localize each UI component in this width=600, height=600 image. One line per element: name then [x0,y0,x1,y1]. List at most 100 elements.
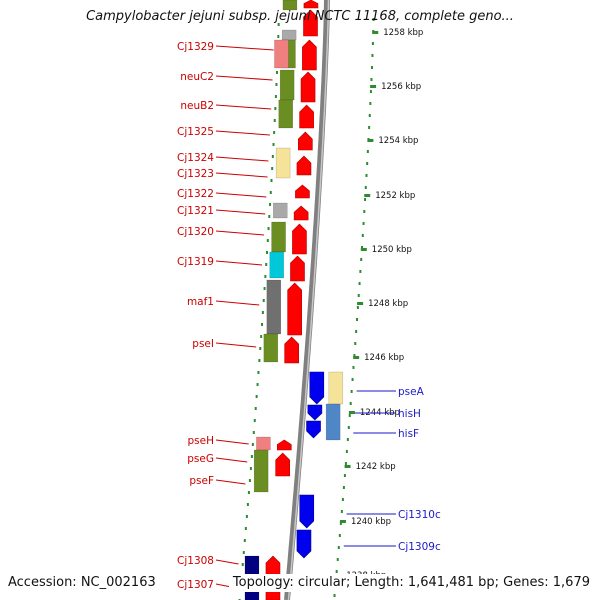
gene-label-right[interactable]: hisH [398,408,421,420]
outer-dot [353,354,356,357]
forward-gene-arrow [303,0,319,9]
inner-dot [258,359,261,362]
map-title: Campylobacter jejuni subsp. jejuni NCTC … [86,9,514,24]
inner-dot [248,479,251,482]
inner-dot [243,539,246,542]
kbp-label: 1258 kbp [383,28,423,38]
inner-dot [247,491,250,494]
gene-label-left[interactable]: maf1 [187,296,214,308]
inner-dot [272,143,275,146]
forward-gene-arrow [296,155,312,176]
kbp-tick [367,139,374,142]
gene-label-right[interactable]: pseA [398,386,425,398]
gene-label-left[interactable]: neuC2 [180,71,214,83]
forward-gene-arrow [299,104,314,129]
gene-label-right[interactable]: hisF [398,428,419,440]
leader-line [215,342,257,348]
outer-dot [366,150,369,153]
inner-dot [275,71,278,74]
gene-label-left[interactable]: Cj1329 [177,41,214,53]
gene-label-left[interactable]: Cj1325 [177,126,214,138]
kbp-tick [372,31,379,34]
kbp-label: 1248 kbp [368,299,408,309]
forward-gene-arrow [295,184,310,199]
leader-line [215,559,239,565]
gene-label-right[interactable]: Cj1309c [398,541,441,553]
gene-label-left[interactable]: Cj1323 [177,168,214,180]
outer-dot [337,546,340,549]
outer-dot [359,270,362,273]
outer-dot [351,378,354,381]
reverse-gene-arrow [307,404,323,421]
outer-dot [352,366,355,369]
gene-label-right[interactable]: Cj1310c [398,509,441,521]
inner-dot [242,551,245,554]
inner-dot [245,515,248,518]
kbp-tick [353,356,360,359]
outer-dot [364,186,367,189]
leader-line [215,156,269,162]
gene-label-left[interactable]: pseI [192,338,214,350]
gene-label-left[interactable]: pseH [188,435,215,447]
inner-dot [263,287,266,290]
leader-line [215,260,263,266]
inner-dot [274,95,277,98]
inner-dot [253,419,256,422]
gene-label-left[interactable]: Cj1308 [177,555,214,567]
reverse-gene-arrow [309,371,325,405]
gene-label-left[interactable]: Cj1319 [177,256,214,268]
leader-line [215,230,265,236]
topology-text: Topology: circular; Length: 1,641,481 bp… [228,574,590,592]
inner-dot [254,407,257,410]
outer-dot [362,222,365,225]
cog-block [281,29,297,41]
outer-dot [346,438,349,441]
kbp-label: 1252 kbp [375,191,415,201]
inner-dot [277,35,280,38]
cog-block [282,0,298,11]
forward-gene-arrow [298,131,313,151]
kbp-label: 1240 kbp [351,517,391,527]
gene-label-left[interactable]: Cj1322 [177,188,214,200]
cog-block [253,449,269,493]
gene-label-left[interactable]: Cj1321 [177,205,214,217]
cog-block [256,436,271,451]
inner-dot [250,455,253,458]
cog-block [263,333,279,363]
leader-line [215,300,260,306]
gene-label-left[interactable]: Cj1320 [177,226,214,238]
inner-dot [244,527,247,530]
forward-gene-arrow [300,71,316,103]
inner-dot [265,251,268,254]
outer-dot [335,570,338,573]
kbp-tick [348,411,355,414]
outer-dot [344,462,347,465]
outer-dot [365,174,368,177]
gene-label-left[interactable]: neuB2 [180,100,214,112]
inner-dot [271,167,274,170]
forward-gene-arrow [275,452,290,477]
inner-dot [273,131,276,134]
inner-dot [260,335,263,338]
kbp-label: 1256 kbp [381,82,421,92]
inner-dot [269,191,272,194]
outer-dot [339,522,342,525]
leader-line [215,75,273,81]
leader-line [215,45,274,51]
outer-dot [361,234,364,237]
outer-dot [368,114,371,117]
kbp-label: 1246 kbp [364,353,404,363]
gene-label-left[interactable]: pseG [187,453,214,465]
gene-label-left[interactable]: Cj1324 [177,152,214,164]
inner-dot [267,227,270,230]
outer-dot [338,534,341,537]
gene-label-left[interactable]: pseF [189,475,214,487]
genome-backbone [284,0,330,600]
gene-label-left[interactable]: Cj1307 [177,579,214,591]
cog-block [275,147,291,179]
forward-gene-arrow [303,9,318,37]
inner-dot [277,23,280,26]
inner-dot [273,119,276,122]
outer-dot [348,414,351,417]
